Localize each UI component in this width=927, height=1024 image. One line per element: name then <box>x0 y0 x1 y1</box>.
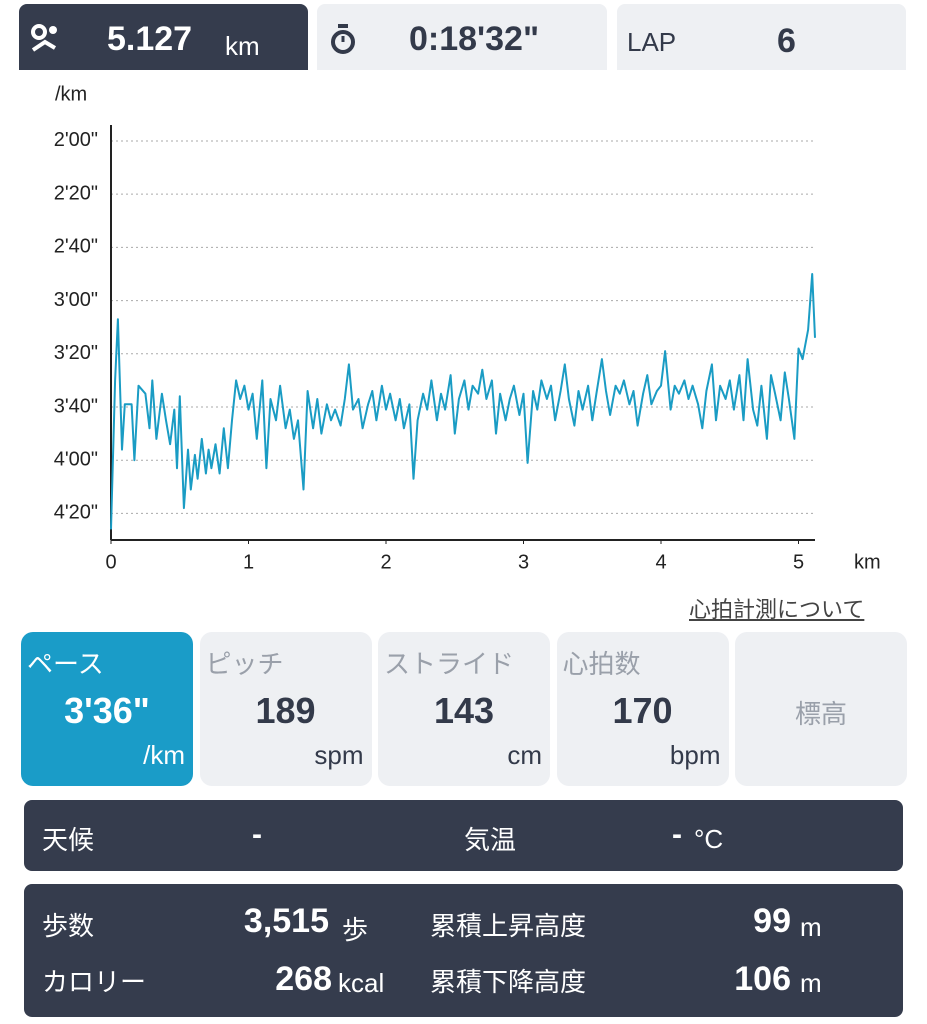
metric-tile[interactable]: ピッチ 189 spm <box>199 632 372 786</box>
lap: 6 <box>777 22 796 60</box>
tile-label: ペース <box>27 649 104 679</box>
tile-value: 3'36" <box>64 690 150 731</box>
tile-unit: /km <box>143 740 185 770</box>
distance-tab[interactable]: 5.127 km <box>19 4 308 70</box>
tile-label: 心拍数 <box>562 649 641 679</box>
ascent: 99 <box>753 902 791 940</box>
pace-chart: /km km 2'00" 2'20" 2'40" 3'00" 3'20" 3'40" 4'00"… <box>54 83 881 573</box>
steps-unit: 歩 <box>342 915 369 945</box>
x-tick-label: 2 <box>380 551 391 573</box>
x-tick-label: 3 <box>518 551 529 573</box>
y-tick-label: 2'20" <box>54 182 98 204</box>
tile-unit: cm <box>507 740 542 770</box>
metric-tile[interactable]: 標高 <box>735 632 907 786</box>
steps-label: 歩数 <box>42 911 95 941</box>
metric-tile[interactable]: ストライド 143 cm <box>378 632 550 786</box>
y-axis-label: /km <box>55 83 87 105</box>
route-icon <box>31 24 57 52</box>
distance: 5.127 <box>107 20 193 58</box>
tile-value: 143 <box>433 690 495 731</box>
tile-unit: bpm <box>669 740 721 770</box>
x-tick-label: 0 <box>105 551 116 573</box>
calories-unit: kcal <box>338 968 385 998</box>
summary-bar: 歩数 3,515 歩 累積上昇高度 99 m カロリー 268 kcal 累積下… <box>24 884 903 1017</box>
distance-unit: km <box>225 31 260 61</box>
y-tick-label: 4'00" <box>54 448 98 470</box>
time: 0:18'32" <box>409 20 540 58</box>
x-tick-label: 4 <box>655 551 666 573</box>
tile-label: ピッチ <box>205 649 284 679</box>
weather-bar: 天候 - 気温 - °C <box>24 800 903 871</box>
y-tick-label: 2'40" <box>54 236 98 258</box>
stopwatch-icon <box>331 24 355 54</box>
y-tick-label: 2'00" <box>54 129 98 151</box>
x-tick-label: 5 <box>793 551 804 573</box>
y-tick-label: 3'40" <box>54 395 98 417</box>
weather-value: - <box>252 818 262 851</box>
metric-tile[interactable]: 心拍数 170 bpm <box>556 632 729 786</box>
steps: 3,515 <box>243 902 329 940</box>
y-tick-label: 3'20" <box>54 342 98 364</box>
descent: 106 <box>734 960 791 998</box>
tile-label: 標高 <box>794 699 847 729</box>
calories: 268 <box>275 960 332 998</box>
x-axis-label: km <box>854 551 881 573</box>
weather-label: 天候 <box>42 825 95 855</box>
tile-value: 189 <box>255 690 316 731</box>
tile-label: ストライド <box>384 649 515 679</box>
tile-unit: spm <box>314 740 364 770</box>
time-tab[interactable]: 0:18'32" <box>317 4 607 70</box>
pace-line <box>110 273 816 530</box>
y-tick-label: 4'20" <box>54 502 98 524</box>
lap-label: LAP <box>627 27 677 57</box>
descent-label: 累積下降高度 <box>430 967 587 997</box>
temp-unit: °C <box>694 824 724 854</box>
x-tick-label: 1 <box>243 551 254 573</box>
lap-tab[interactable]: LAP 6 <box>617 4 906 70</box>
temp-label: 気温 <box>464 825 517 855</box>
temp-value: - <box>672 818 682 851</box>
tile-value: 170 <box>612 690 673 731</box>
heart-rate-link[interactable]: 心拍計測について <box>689 597 865 622</box>
y-tick-label: 3'00" <box>54 289 98 311</box>
calories-label: カロリー <box>42 967 147 997</box>
descent-unit: m <box>800 968 822 998</box>
ascent-unit: m <box>800 912 822 942</box>
metric-tile[interactable]: ペース 3'36" /km <box>21 632 193 786</box>
ascent-label: 累積上昇高度 <box>430 911 587 941</box>
